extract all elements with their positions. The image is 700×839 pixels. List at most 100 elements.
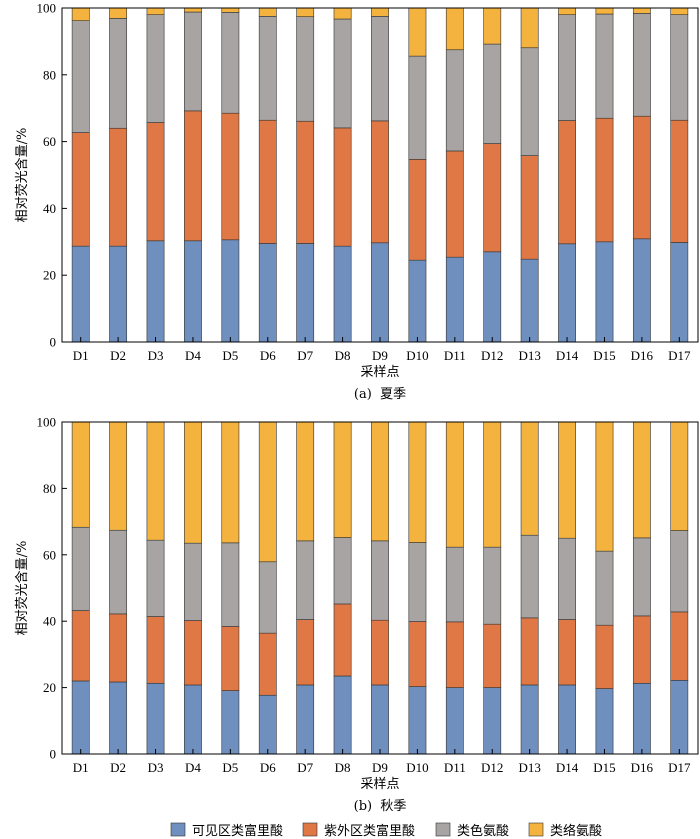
- summer-bar-visible-humic-D7: [296, 243, 315, 343]
- autumn-x-tick-label: D8: [335, 760, 351, 775]
- legend-swatch-tyrosine: [528, 822, 544, 837]
- summer-x-tick-label: D11: [444, 348, 466, 363]
- summer-bar-tryptophan-D15: [595, 13, 614, 119]
- autumn-bar-uv-humic-D16: [632, 615, 651, 684]
- summer-bar-uv-humic-D11: [445, 150, 464, 258]
- autumn-bar-tyrosine-D13: [520, 421, 539, 536]
- summer-x-tick-label: D6: [260, 348, 276, 363]
- summer-bar-tyrosine-D11: [445, 7, 464, 51]
- summer-bar-tyrosine-D16: [632, 7, 651, 14]
- autumn-bars: [71, 421, 689, 755]
- autumn-bar-tryptophan-D5: [221, 542, 240, 627]
- autumn-x-tick-label: D11: [444, 760, 466, 775]
- summer-bar-tyrosine-D1: [71, 7, 90, 21]
- autumn-bar-uv-humic-D9: [371, 619, 389, 686]
- autumn-bar-uv-humic-D12: [483, 623, 502, 688]
- summer-x-tick-label: D8: [335, 348, 351, 363]
- autumn-bar-visible-humic-D6: [258, 694, 277, 755]
- autumn-y-tick-label: 60: [43, 547, 56, 562]
- autumn-bar-visible-humic-D14: [558, 684, 576, 755]
- summer-bar-visible-humic-D16: [632, 238, 651, 343]
- autumn-x-axis: D1 D2 D3 D4 D5 D6 D7 D8 D9 D10 D11 D12 D13 D14 D15 D16 D…: [73, 749, 691, 775]
- summer-bar-tyrosine-D5: [221, 7, 240, 13]
- summer-bar-tryptophan-D11: [445, 49, 464, 152]
- summer-x-tick-label: D14: [556, 348, 579, 363]
- autumn-bar-uv-humic-D11: [445, 621, 464, 688]
- autumn-bar-tyrosine-D12: [483, 421, 502, 548]
- summer-bar-tryptophan-D1: [71, 20, 90, 133]
- summer-bar-visible-humic-D11: [445, 256, 464, 343]
- autumn-x-tick-label: D1: [73, 760, 89, 775]
- summer-bar-uv-humic-D14: [558, 120, 576, 245]
- autumn-x-tick-label: D10: [406, 760, 428, 775]
- summer-bar-visible-humic-D14: [558, 243, 576, 343]
- summer-bar-tyrosine-D7: [296, 7, 315, 17]
- summer-bar-uv-humic-D7: [296, 120, 315, 244]
- autumn-x-tick-label: D5: [222, 760, 238, 775]
- summer-bar-tryptophan-D9: [371, 16, 389, 122]
- autumn-bar-visible-humic-D9: [371, 684, 389, 755]
- summer-bar-tyrosine-D3: [146, 7, 165, 15]
- legend-label-visible-humic: 可见区类富里酸: [192, 823, 283, 839]
- autumn-bar-visible-humic-D8: [333, 675, 352, 755]
- autumn-bar-visible-humic-D13: [520, 684, 539, 755]
- summer-bar-uv-humic-D17: [670, 119, 689, 243]
- summer-bar-uv-humic-D12: [483, 143, 502, 253]
- autumn-bar-tryptophan-D12: [483, 546, 502, 625]
- summer-bar-visible-humic-D3: [146, 240, 165, 343]
- autumn-y-axis: 0 20 40 60 80 100: [37, 415, 67, 762]
- summer-x-tick-label: D10: [406, 348, 428, 363]
- autumn-x-tick-label: D9: [372, 760, 388, 775]
- summer-bar-uv-humic-D16: [632, 115, 651, 240]
- autumn-bar-uv-humic-D13: [520, 617, 539, 686]
- autumn-y-axis-label: 相对荧光含量/%: [14, 541, 30, 636]
- autumn-bar-uv-humic-D15: [595, 624, 614, 689]
- summer-x-tick-label: D4: [185, 348, 201, 363]
- autumn-bar-tryptophan-D15: [595, 550, 614, 626]
- summer-y-tick-label: 20: [43, 268, 56, 283]
- autumn-bar-uv-humic-D3: [146, 616, 165, 684]
- autumn-bar-tyrosine-D11: [445, 421, 464, 548]
- summer-bar-tyrosine-D13: [520, 7, 539, 49]
- autumn-bar-tryptophan-D14: [558, 537, 576, 620]
- autumn-bar-tryptophan-D2: [109, 529, 128, 615]
- summer-bar-tryptophan-D12: [483, 43, 502, 144]
- summer-x-tick-label: D12: [481, 348, 503, 363]
- autumn-y-tick-label: 0: [50, 747, 57, 762]
- autumn-bar-tryptophan-D9: [371, 540, 389, 621]
- autumn-x-tick-label: D6: [260, 760, 276, 775]
- summer-bar-uv-humic-D5: [221, 112, 240, 241]
- summer-bar-tryptophan-D3: [146, 14, 165, 123]
- autumn-bar-tyrosine-D10: [408, 421, 427, 543]
- summer-bar-visible-humic-D2: [109, 245, 128, 343]
- autumn-bar-tryptophan-D6: [258, 561, 277, 634]
- autumn-bar-tyrosine-D16: [632, 421, 651, 539]
- autumn-bar-tryptophan-D8: [333, 537, 352, 605]
- legend: 可见区类富里酸 紫外区类富里酸 类色氨酸 类络氨酸: [170, 822, 602, 839]
- autumn-bar-tyrosine-D17: [670, 421, 689, 531]
- summer-bar-tyrosine-D14: [558, 7, 576, 15]
- autumn-bar-tryptophan-D11: [445, 546, 464, 623]
- autumn-x-tick-label: D16: [631, 760, 654, 775]
- summer-x-tick-label: D9: [372, 348, 388, 363]
- summer-x-tick-label: D15: [593, 348, 615, 363]
- autumn-x-tick-label: D15: [593, 760, 615, 775]
- summer-bar-tryptophan-D6: [258, 16, 277, 121]
- summer-bar-tyrosine-D12: [483, 7, 502, 45]
- autumn-y-tick-label: 80: [43, 481, 56, 496]
- summer-bar-tyrosine-D17: [670, 7, 689, 15]
- summer-bar-visible-humic-D8: [333, 245, 352, 343]
- summer-bar-visible-humic-D13: [520, 258, 539, 343]
- summer-bar-uv-humic-D15: [595, 117, 614, 243]
- summer-bar-tyrosine-D6: [258, 7, 277, 17]
- autumn-bar-uv-humic-D10: [408, 621, 427, 687]
- autumn-chart: 相对荧光含量/% 0 20 40 60 80 100 D1 D2 D3 D4 D5 D6 D7 D8 D9…: [14, 415, 699, 814]
- autumn-bar-uv-humic-D14: [558, 619, 576, 686]
- autumn-bar-uv-humic-D2: [109, 613, 128, 683]
- autumn-y-tick-label: 40: [43, 614, 56, 629]
- autumn-x-tick-label: D3: [148, 760, 164, 775]
- summer-bar-tryptophan-D4: [184, 11, 202, 112]
- summer-y-tick-label: 60: [43, 134, 56, 149]
- summer-y-tick-label: 0: [50, 335, 57, 350]
